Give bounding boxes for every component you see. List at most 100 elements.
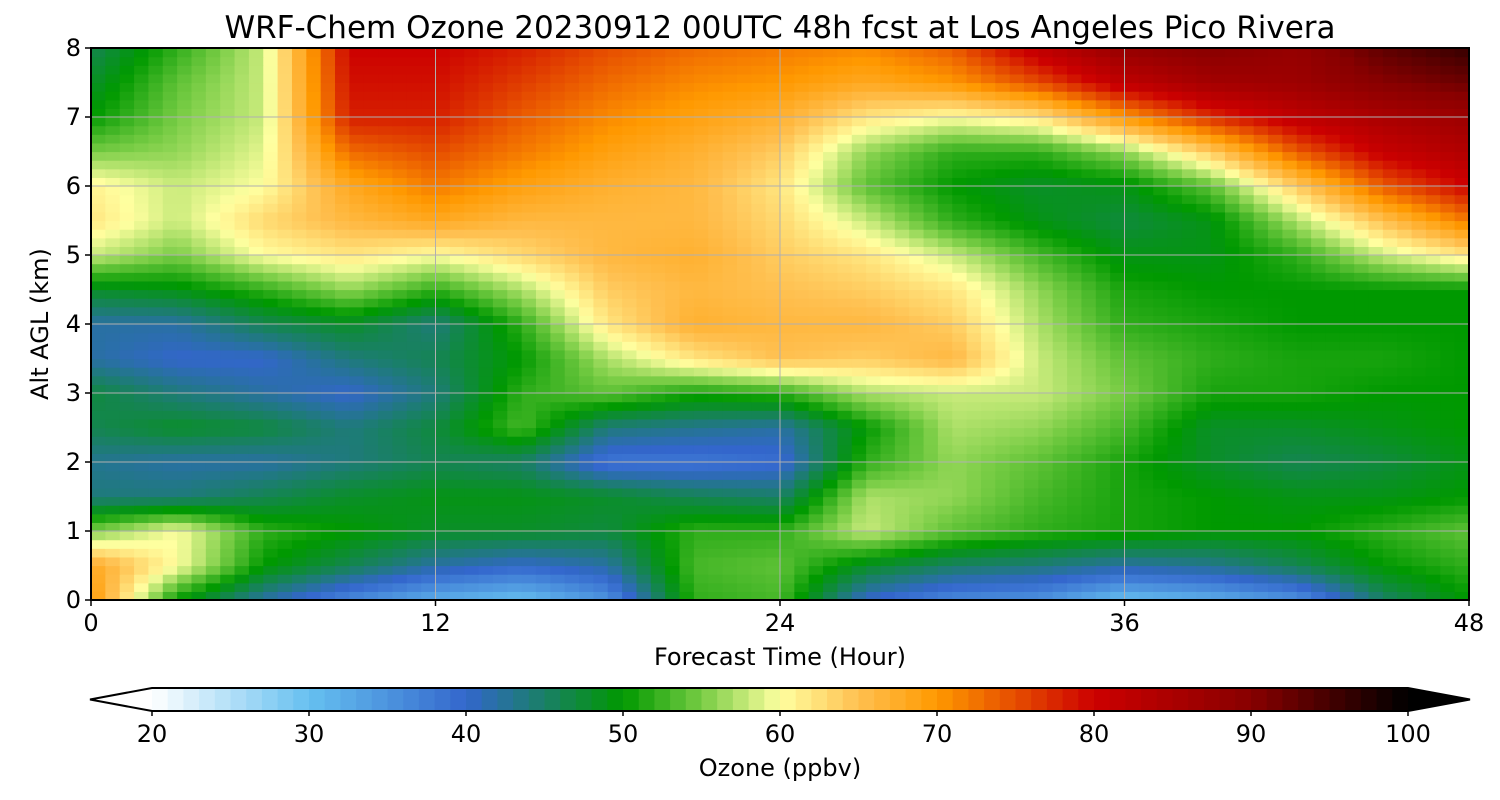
heatmap-cell — [736, 548, 752, 558]
heatmap-cell — [880, 186, 896, 196]
heatmap-cell — [1124, 168, 1140, 178]
heatmap-cell — [837, 496, 853, 506]
heatmap-cell — [220, 522, 236, 532]
heatmap-cell — [837, 574, 853, 584]
heatmap-cell — [277, 151, 293, 161]
heatmap-cell — [780, 496, 795, 506]
heatmap-cell — [722, 418, 738, 429]
heatmap-cell — [952, 220, 968, 230]
heatmap-cell — [564, 393, 580, 403]
heatmap-cell — [291, 418, 307, 429]
heatmap-cell — [937, 272, 953, 282]
heatmap-cell — [1110, 410, 1126, 420]
heatmap-cell — [880, 591, 896, 600]
heatmap-cell — [622, 375, 638, 385]
heatmap-cell — [693, 237, 709, 247]
heatmap-cell — [148, 203, 164, 213]
heatmap-cell — [1296, 341, 1312, 351]
heatmap-cell — [1325, 358, 1341, 368]
heatmap-cell — [148, 410, 164, 420]
heatmap-cell — [1368, 246, 1384, 256]
heatmap-cell — [248, 436, 264, 446]
heatmap-cell — [1368, 349, 1384, 360]
heatmap-cell — [909, 410, 925, 420]
heatmap-cell — [995, 349, 1011, 360]
heatmap-cell — [736, 177, 752, 187]
heatmap-cell — [363, 591, 379, 600]
heatmap-cell — [808, 358, 824, 368]
heatmap-cell — [851, 453, 867, 463]
heatmap-cell — [765, 263, 781, 273]
heatmap-cell — [1425, 349, 1441, 360]
heatmap-cell — [693, 427, 709, 437]
heatmap-cell — [335, 548, 350, 558]
heatmap-cell — [1325, 160, 1341, 170]
heatmap-cell — [966, 410, 982, 420]
heatmap-cell — [1153, 280, 1169, 291]
heatmap-cell — [751, 565, 767, 575]
heatmap-cell — [995, 186, 1011, 196]
heatmap-cell — [593, 393, 609, 403]
heatmap-cell — [335, 324, 350, 334]
heatmap-cell — [119, 142, 135, 153]
heatmap-cell — [492, 255, 508, 265]
heatmap-cell — [1339, 229, 1355, 239]
heatmap-cell — [1038, 280, 1054, 291]
heatmap-cell — [622, 574, 638, 584]
heatmap-cell — [162, 384, 178, 394]
heatmap-cell — [492, 487, 508, 498]
heatmap-cell — [1368, 367, 1384, 377]
heatmap-cell — [1339, 194, 1355, 204]
heatmap-cell — [177, 401, 193, 411]
heatmap-cell — [521, 211, 537, 222]
heatmap-cell — [794, 436, 810, 446]
heatmap-cell — [894, 324, 910, 334]
heatmap-cell — [248, 280, 264, 291]
heatmap-cell — [751, 513, 767, 523]
heatmap-cell — [1354, 220, 1370, 230]
heatmap-cell — [291, 177, 307, 187]
heatmap-cell — [248, 341, 264, 351]
heatmap-cell — [406, 582, 422, 592]
heatmap-cell — [363, 168, 379, 178]
heatmap-cell — [406, 211, 422, 222]
heatmap-cell — [909, 505, 925, 515]
heatmap-cell — [291, 487, 307, 498]
heatmap-cell — [1339, 582, 1355, 592]
heatmap-cell — [1181, 211, 1197, 222]
heatmap-cell — [937, 444, 953, 454]
heatmap-cell — [1339, 574, 1355, 584]
heatmap-cell — [894, 591, 910, 600]
heatmap-cell — [650, 298, 666, 308]
heatmap-cell — [579, 341, 594, 351]
heatmap-cell — [1440, 505, 1456, 515]
heatmap-cell — [808, 263, 824, 273]
heatmap-cell — [1339, 436, 1355, 446]
heatmap-cell — [177, 436, 193, 446]
heatmap-cell — [1339, 531, 1355, 541]
heatmap-cell — [679, 505, 695, 515]
heatmap-cell — [1397, 522, 1413, 532]
heatmap-cell — [1052, 453, 1068, 463]
heatmap-cell — [607, 160, 623, 170]
heatmap-cell — [363, 367, 379, 377]
heatmap-cell — [1325, 298, 1341, 308]
heatmap-cell — [248, 160, 264, 170]
heatmap-cell — [1095, 367, 1111, 377]
heatmap-cell — [866, 358, 882, 368]
heatmap-cell — [1167, 280, 1183, 291]
heatmap-cell — [837, 487, 853, 498]
heatmap-cell — [1454, 289, 1469, 299]
heatmap-cell — [1138, 410, 1154, 420]
heatmap-cell — [1024, 470, 1039, 480]
heatmap-cell — [1038, 582, 1054, 592]
heatmap-cell — [837, 367, 853, 377]
heatmap-cell — [1181, 298, 1197, 308]
heatmap-cell — [1282, 436, 1298, 446]
heatmap-cell — [378, 229, 394, 239]
heatmap-cell — [765, 220, 781, 230]
heatmap-cell — [1339, 393, 1355, 403]
heatmap-cell — [1296, 522, 1312, 532]
heatmap-cell — [1425, 436, 1441, 446]
heatmap-cell — [1224, 418, 1240, 429]
